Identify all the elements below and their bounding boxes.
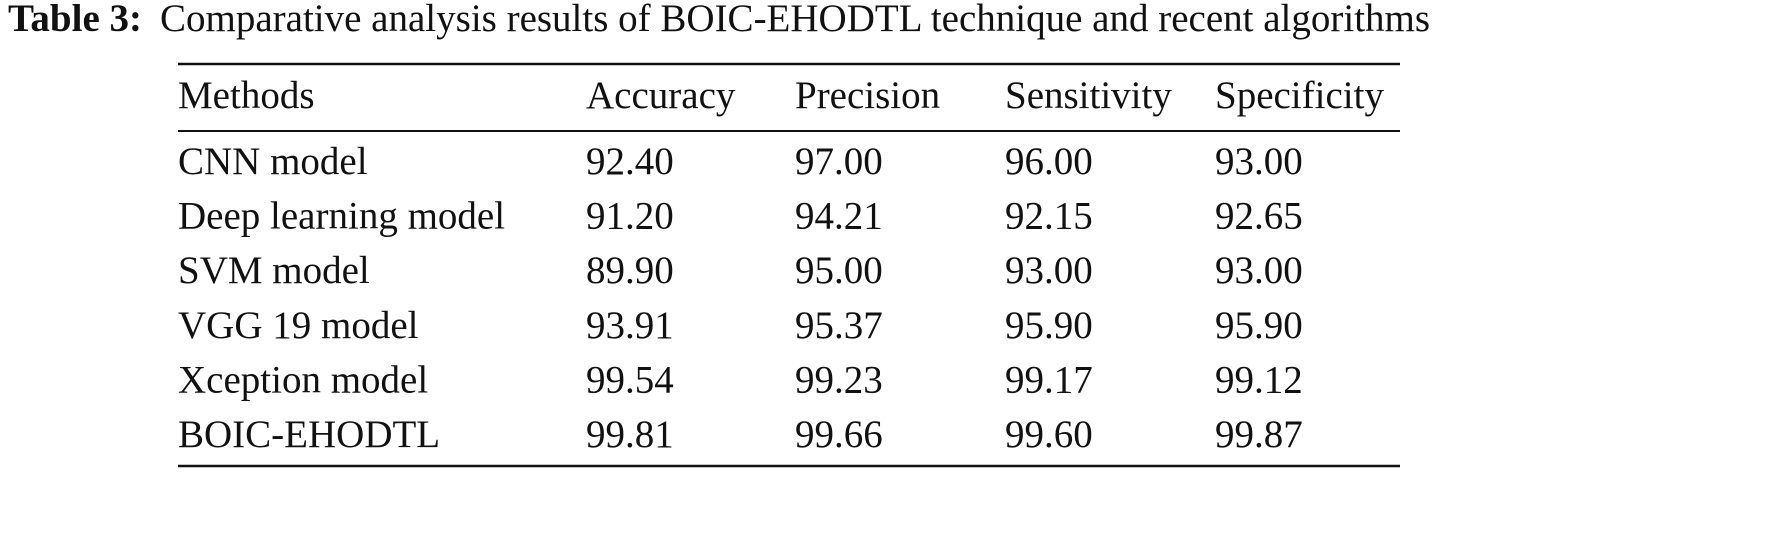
method-cell: CNN model — [178, 140, 368, 183]
value-cell: 92.15 — [1005, 195, 1093, 238]
value-cell: 92.40 — [586, 140, 674, 183]
value-cell: 97.00 — [795, 140, 883, 183]
header-cell: Accuracy — [586, 74, 736, 117]
value-cell: 99.17 — [1005, 358, 1093, 401]
header-cell: Sensitivity — [1005, 74, 1172, 117]
value-cell: 99.23 — [795, 358, 883, 401]
value-cell: 93.00 — [1005, 249, 1093, 292]
value-cell: 99.12 — [1215, 358, 1303, 401]
value-cell: 99.87 — [1215, 413, 1303, 456]
caption-label: Table 3: — [8, 0, 142, 40]
header-cell: Specificity — [1215, 74, 1384, 117]
value-cell: 99.81 — [586, 413, 674, 456]
value-cell: 89.90 — [586, 249, 674, 292]
table: Methods Accuracy Precision Sensitivity Speci… — [178, 74, 1384, 456]
method-cell: Xception model — [178, 358, 428, 401]
header-cell: Precision — [795, 74, 940, 117]
value-cell: 95.90 — [1005, 304, 1093, 347]
caption-text: Comparative analysis results of BOIC-EHO… — [160, 0, 1430, 40]
method-cell: VGG 19 model — [178, 304, 419, 347]
value-cell: 96.00 — [1005, 140, 1093, 183]
value-cell: 93.00 — [1215, 140, 1303, 183]
value-cell: 92.65 — [1215, 195, 1303, 238]
value-cell: 99.66 — [795, 413, 883, 456]
value-cell: 94.21 — [795, 195, 883, 238]
value-cell: 95.37 — [795, 304, 883, 347]
method-cell: BOIC-EHODTL — [178, 413, 440, 456]
method-cell: SVM model — [178, 249, 370, 292]
value-cell: 93.00 — [1215, 249, 1303, 292]
value-cell: 91.20 — [586, 195, 674, 238]
value-cell: 95.00 — [795, 249, 883, 292]
method-cell: Deep learning model — [178, 195, 505, 238]
value-cell: 99.54 — [586, 358, 674, 401]
value-cell: 93.91 — [586, 304, 674, 347]
value-cell: 95.90 — [1215, 304, 1303, 347]
value-cell: 99.60 — [1005, 413, 1093, 456]
header-cell: Methods — [178, 74, 315, 117]
